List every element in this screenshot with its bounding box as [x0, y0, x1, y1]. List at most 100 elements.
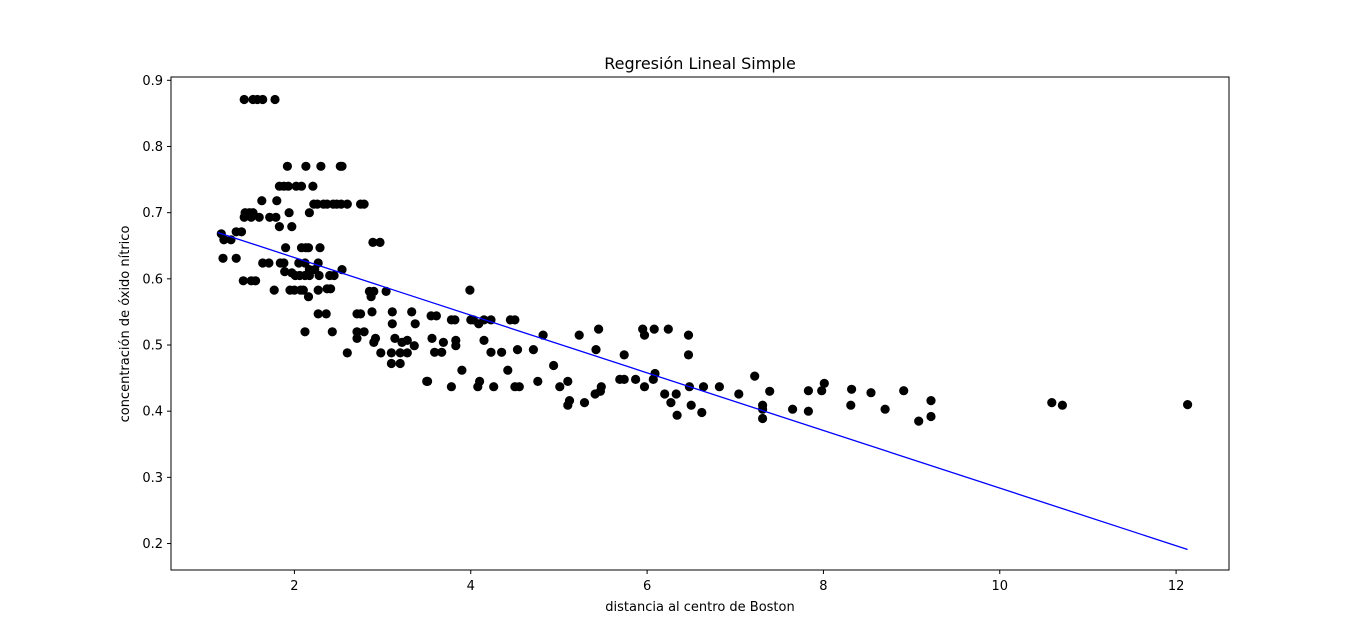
- y-axis-ticks: 0.2 0.3 0.4 0.5 0.6 0.7 0.8 0.9: [142, 74, 171, 552]
- data-point: [512, 345, 523, 355]
- data-point: [671, 389, 681, 399]
- y-tick-label: 0.4: [142, 405, 163, 420]
- data-point: [264, 258, 274, 268]
- data-point: [486, 347, 496, 357]
- data-point: [313, 309, 323, 319]
- x-tick-label: 6: [643, 579, 651, 594]
- data-point: [450, 315, 460, 325]
- data-point: [734, 389, 744, 399]
- data-point: [313, 285, 323, 295]
- data-point: [427, 333, 437, 343]
- data-point: [549, 360, 559, 371]
- data-point: [369, 337, 379, 347]
- data-point: [750, 371, 760, 381]
- data-point: [758, 413, 768, 424]
- data-point: [316, 161, 326, 171]
- data-point: [663, 324, 673, 334]
- data-point: [410, 319, 420, 329]
- data-point: [251, 276, 261, 286]
- data-point: [430, 347, 440, 357]
- x-tick-label: 4: [467, 579, 475, 594]
- data-point: [683, 350, 694, 360]
- data-point: [300, 327, 310, 337]
- axes-frame: [170, 76, 1230, 571]
- data-point: [409, 341, 419, 351]
- data-point: [880, 404, 890, 414]
- data-point: [479, 335, 489, 345]
- data-point: [280, 267, 290, 277]
- data-point: [914, 416, 924, 426]
- data-point: [503, 365, 513, 375]
- data-point: [375, 237, 385, 247]
- data-point: [366, 292, 376, 302]
- x-axis-ticks: 2 4 6 8 10 12: [290, 570, 1184, 594]
- data-point: [239, 212, 249, 222]
- data-point: [803, 406, 814, 416]
- data-point: [489, 382, 499, 392]
- data-point: [395, 358, 405, 369]
- data-point: [1183, 400, 1193, 410]
- data-point: [683, 330, 694, 340]
- data-point: [638, 324, 648, 334]
- data-point: [510, 315, 520, 325]
- data-point: [238, 276, 248, 286]
- data-point: [538, 330, 548, 340]
- data-point: [1057, 400, 1067, 410]
- data-point: [359, 199, 369, 209]
- data-point: [765, 386, 775, 396]
- x-tick-label: 10: [991, 579, 1008, 594]
- data-point: [1047, 398, 1057, 408]
- data-point: [342, 199, 352, 209]
- data-point: [368, 237, 378, 247]
- data-point: [579, 398, 590, 408]
- data-point: [866, 388, 876, 398]
- data-point: [817, 386, 827, 396]
- data-point: [284, 208, 294, 218]
- plot-area: [216, 94, 1193, 551]
- data-point: [714, 382, 725, 392]
- data-point: [254, 212, 264, 222]
- y-axis-label: concentración de óxido nítrico: [118, 226, 133, 423]
- y-tick-label: 0.5: [142, 339, 163, 354]
- data-point: [303, 243, 314, 253]
- data-point: [594, 324, 604, 334]
- data-point: [376, 348, 386, 358]
- x-tick-label: 2: [290, 579, 298, 594]
- data-point: [337, 161, 347, 171]
- data-point: [926, 396, 936, 406]
- data-point: [304, 208, 314, 218]
- y-tick-label: 0.8: [142, 140, 163, 155]
- data-point: [258, 94, 268, 105]
- data-point: [387, 319, 397, 329]
- data-point: [649, 324, 659, 334]
- x-tick-label: 8: [819, 579, 827, 594]
- data-point: [287, 222, 297, 232]
- data-point: [407, 307, 417, 317]
- data-point: [387, 307, 397, 317]
- data-point: [329, 270, 339, 281]
- data-point: [402, 348, 412, 358]
- data-point: [619, 350, 629, 360]
- y-tick-label: 0.6: [142, 272, 163, 287]
- y-tick-label: 0.3: [142, 471, 163, 486]
- x-axis-label: distancia al centro de Boston: [605, 600, 794, 615]
- data-point: [271, 212, 281, 222]
- data-point: [367, 307, 377, 317]
- data-point: [231, 253, 241, 263]
- data-point: [236, 227, 247, 237]
- data-point: [697, 407, 707, 418]
- chart-title: Regresión Lineal Simple: [604, 54, 796, 73]
- data-point: [528, 345, 539, 355]
- data-point: [321, 309, 331, 319]
- data-point: [272, 196, 282, 206]
- data-point: [563, 376, 573, 386]
- data-point: [619, 374, 629, 384]
- data-point: [281, 243, 291, 253]
- data-point: [298, 285, 308, 295]
- data-point: [342, 348, 352, 358]
- data-point: [359, 327, 369, 337]
- data-point: [926, 411, 936, 422]
- data-point: [282, 161, 292, 171]
